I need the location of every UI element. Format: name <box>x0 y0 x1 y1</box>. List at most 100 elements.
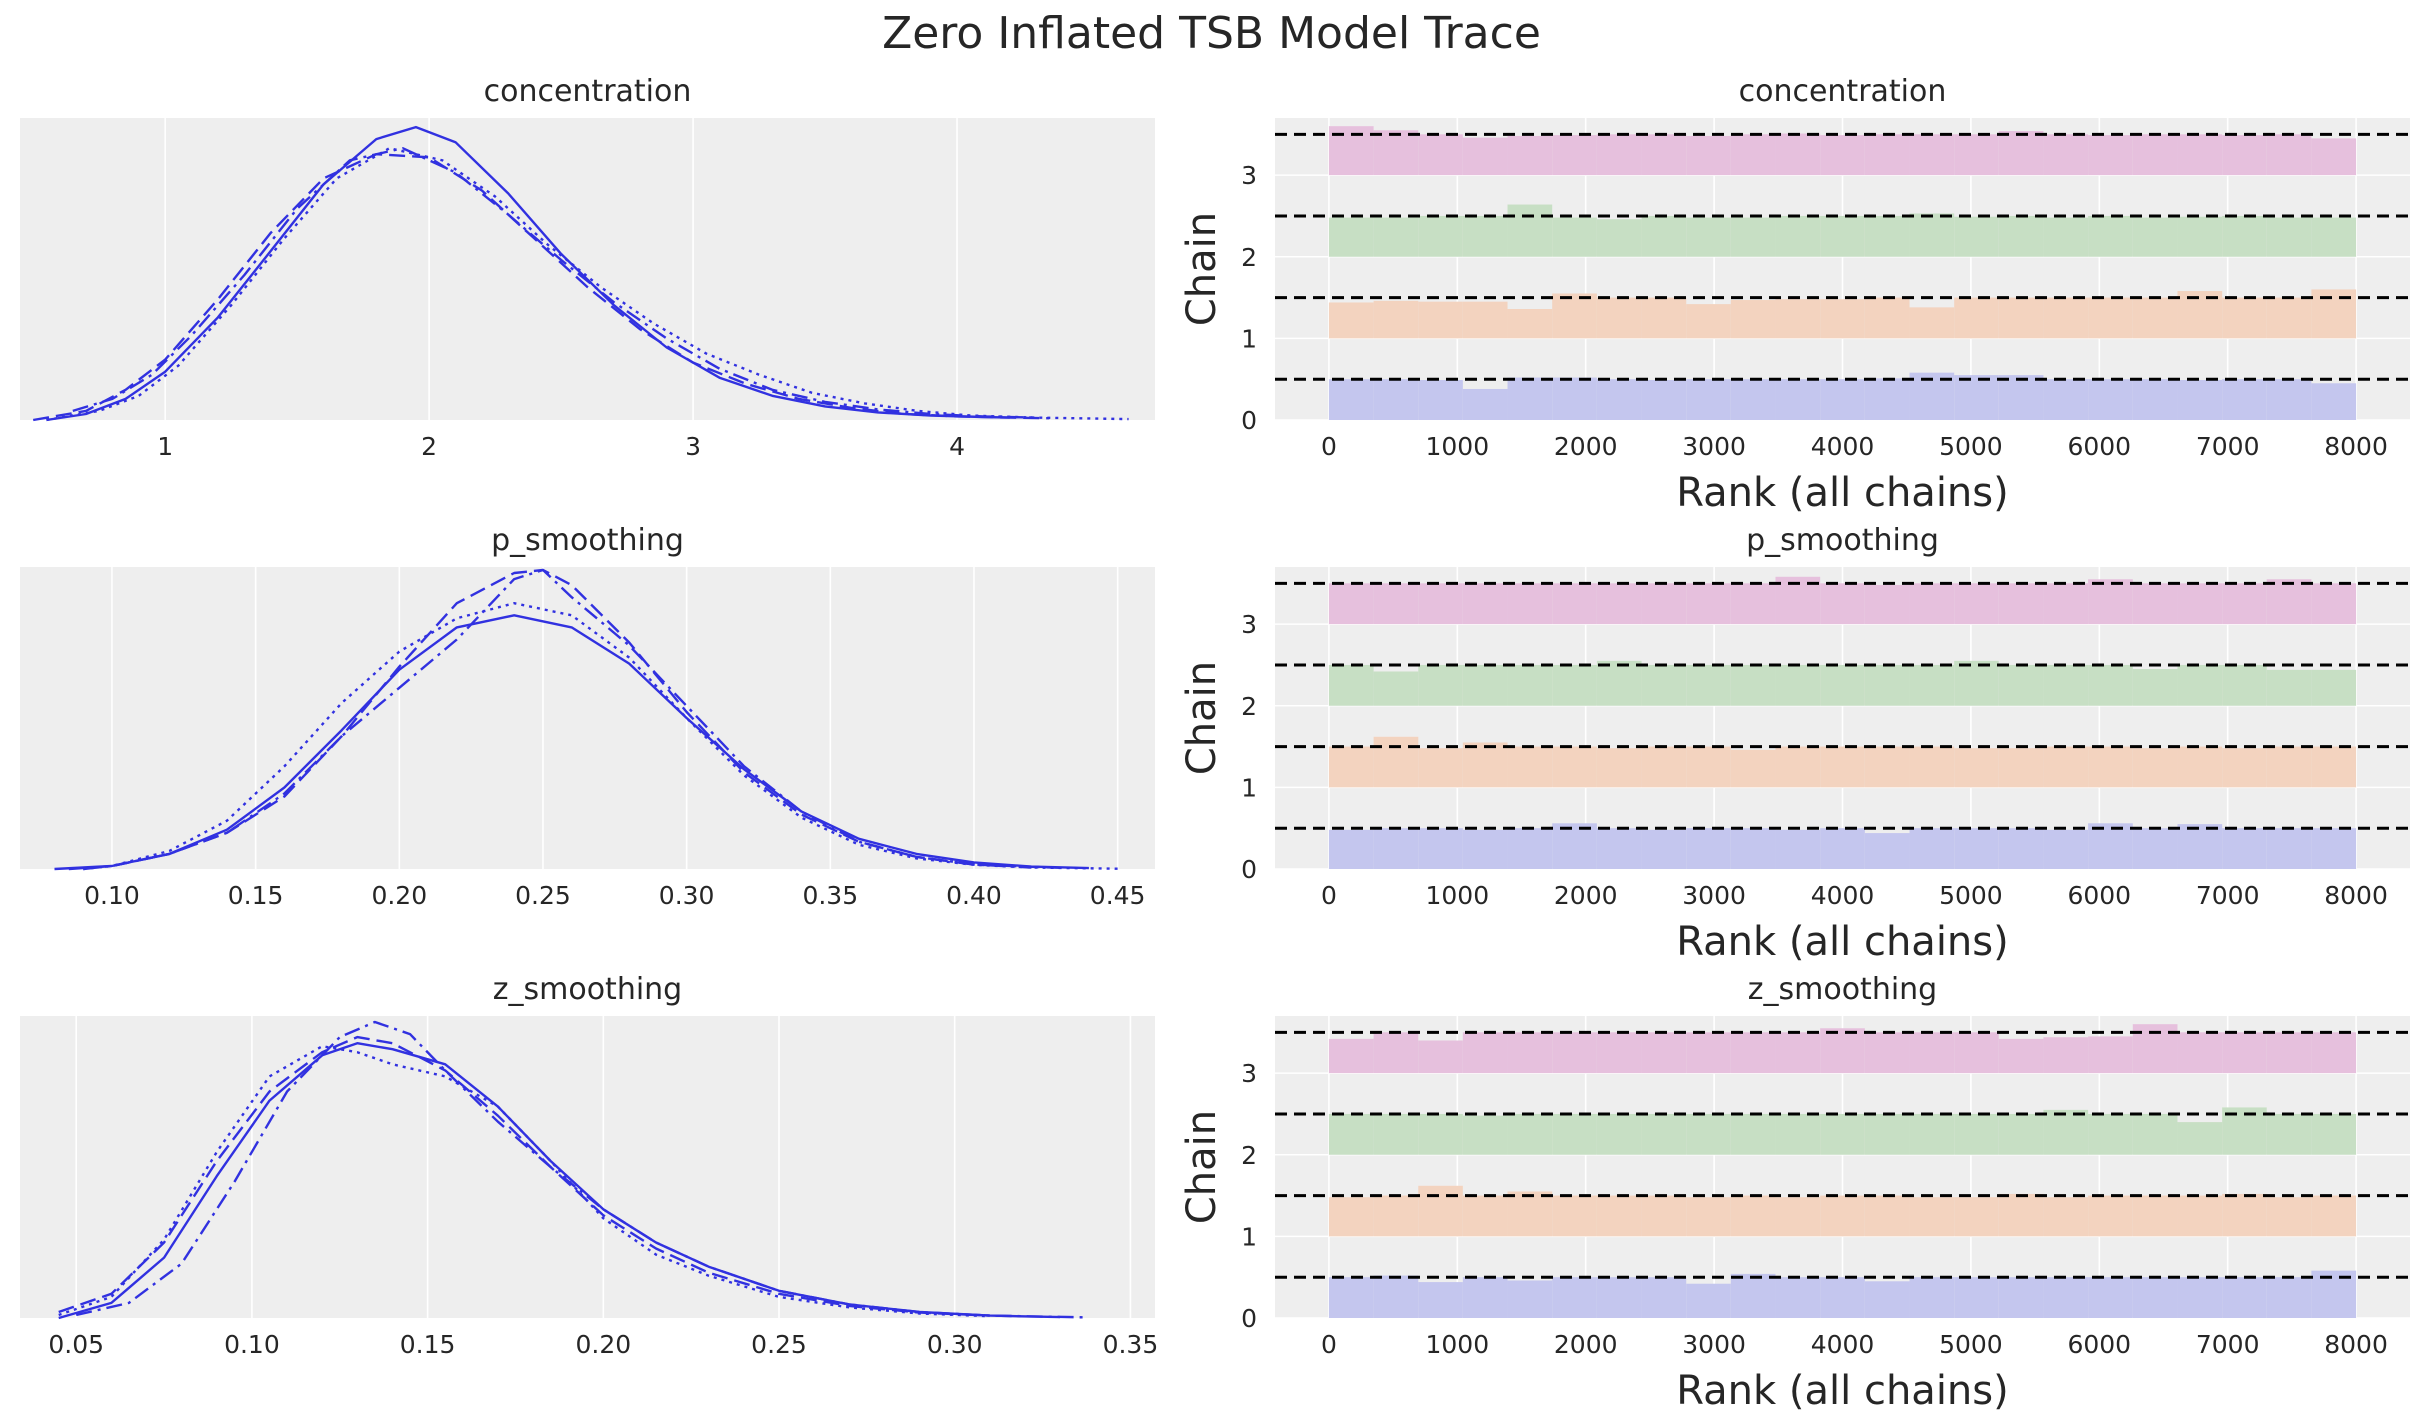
rank-bar-chain-0 <box>2132 828 2178 869</box>
x-tick-label: 5000 <box>1939 881 2003 910</box>
kde-line-dashdot <box>72 146 1037 419</box>
rank-bar-chain-2 <box>2088 1113 2133 1155</box>
rank-bar-chain-1 <box>1418 748 1463 788</box>
x-tick-label: 8000 <box>2324 1330 2388 1359</box>
rank-bar-chain-0 <box>1552 1277 1597 1318</box>
rank-bar-chain-3 <box>1909 1032 1955 1074</box>
rank-bar-chain-2 <box>1686 1113 1731 1155</box>
rank-bar-chain-0 <box>1507 377 1553 420</box>
rank-bar-chain-1 <box>1373 1195 1419 1237</box>
rank-bar-chain-0 <box>1373 828 1419 869</box>
rank-bar-chain-2 <box>1373 217 1419 257</box>
x-tick-label: 0.30 <box>659 881 715 910</box>
subplot-bar-3 <box>1275 567 2410 870</box>
rank-bar-chain-3 <box>1596 1032 1642 1074</box>
rank-bar-chain-0 <box>1864 833 1910 869</box>
rank-bar-chain-0 <box>1462 829 1508 869</box>
rank-bar-chain-0 <box>1328 1277 1374 1318</box>
rank-bar-chain-3 <box>2311 1032 2357 1074</box>
rank-bar-chain-0 <box>1418 380 1463 420</box>
rank-bar-chain-0 <box>1954 375 1999 420</box>
rank-bar-chain-0 <box>1730 379 1776 420</box>
rank-bar-chain-0 <box>1998 375 2044 420</box>
rank-bar-chain-2 <box>1596 1113 1642 1155</box>
rank-bar-chain-1 <box>1909 746 1955 788</box>
rank-bar-chain-2 <box>1552 217 1597 257</box>
rank-bar-chain-3 <box>1820 135 1865 176</box>
rank-bar-chain-0 <box>2043 1277 2089 1318</box>
rank-bar-chain-2 <box>2222 664 2267 706</box>
rank-bar-chain-0 <box>1775 829 1821 869</box>
rank-bar-chain-3 <box>1328 583 1374 625</box>
rank-bar-chain-0 <box>2266 828 2312 869</box>
rank-bar-chain-0 <box>1686 379 1731 420</box>
rank-bar-chain-1 <box>1954 1197 1999 1237</box>
plot-area <box>20 1016 1155 1318</box>
rank-bar-chain-0 <box>1909 828 1955 869</box>
rank-bar-chain-2 <box>1954 1113 1999 1155</box>
rank-bar-chain-0 <box>2266 1277 2312 1318</box>
rank-bar-chain-2 <box>1596 219 1642 257</box>
x-tick-label: 7000 <box>2196 432 2260 461</box>
x-tick-label: 0.45 <box>1090 881 1146 910</box>
rank-bar-chain-0 <box>1998 1277 2044 1318</box>
rank-bar-chain-0 <box>1596 828 1642 869</box>
rank-bar-chain-0 <box>1864 1281 1910 1318</box>
rank-bar-chain-1 <box>2088 297 2133 339</box>
rank-bar-chain-3 <box>1552 135 1597 176</box>
x-tick-label: 0 <box>1321 1330 1337 1359</box>
x-tick-label: 0.35 <box>1103 1330 1159 1359</box>
rank-bar-chain-3 <box>2222 583 2267 625</box>
y-tick-label: 3 <box>1241 161 1257 190</box>
rank-bar-chain-3 <box>1507 583 1553 625</box>
rank-bar-chain-0 <box>2222 1277 2267 1318</box>
rank-bar-chain-1 <box>2222 748 2267 788</box>
rank-bar-chain-0 <box>1641 380 1687 420</box>
subplot-title: z_smoothing <box>1748 972 1937 1007</box>
rank-bar-chain-2 <box>2088 664 2133 706</box>
rank-bar-chain-2 <box>1730 217 1776 257</box>
x-axis-label: Rank (all chains) <box>1676 919 2008 965</box>
rank-bar-chain-3 <box>2266 134 2312 176</box>
rank-bar-chain-0 <box>2043 829 2089 869</box>
x-tick-label: 0.10 <box>224 1330 280 1359</box>
rank-bar-chain-1 <box>1909 1197 1955 1237</box>
rank-bar-chain-0 <box>1775 1277 1821 1318</box>
rank-bar-chain-3 <box>2177 583 2223 625</box>
rank-bar-chain-0 <box>2222 379 2267 420</box>
rank-bar-chain-2 <box>1864 1113 1910 1155</box>
x-tick-label: 0.10 <box>84 881 140 910</box>
rank-bar-chain-0 <box>2266 379 2312 420</box>
rank-bar-chain-0 <box>1954 828 1999 869</box>
rank-bar-chain-1 <box>1596 748 1642 788</box>
subplot-title: z_smoothing <box>493 972 682 1007</box>
rank-bar-chain-1 <box>2043 1197 2089 1237</box>
x-tick-label: 0 <box>1321 881 1337 910</box>
x-tick-label: 0.25 <box>515 881 571 910</box>
rank-bar-chain-2 <box>1909 213 1955 257</box>
rank-bar-chain-1 <box>1730 300 1776 339</box>
rank-bar-chain-2 <box>2177 1122 2223 1155</box>
rank-bar-chain-3 <box>1507 135 1553 176</box>
rank-bar-chain-1 <box>1596 1195 1642 1237</box>
rank-bar-chain-1 <box>1954 297 1999 339</box>
rank-bar-chain-1 <box>2043 746 2089 788</box>
rank-bar-chain-1 <box>1820 1195 1865 1237</box>
rank-bar-chain-1 <box>2311 746 2357 788</box>
rank-bar-chain-3 <box>1998 131 2044 176</box>
rank-bar-chain-0 <box>2177 380 2223 420</box>
rank-bar-chain-3 <box>2132 583 2178 625</box>
rank-bar-chain-2 <box>2266 1113 2312 1155</box>
rank-bar-chain-1 <box>2266 746 2312 788</box>
kde-line-solid <box>54 614 1089 871</box>
subplot-title: concentration <box>484 74 692 109</box>
rank-bar-chain-1 <box>2132 297 2178 339</box>
rank-bar-chain-3 <box>1686 135 1731 176</box>
rank-bar-chain-2 <box>2177 216 2223 257</box>
x-tick-label: 0.20 <box>575 1330 631 1359</box>
rank-bar-chain-2 <box>1328 664 1374 706</box>
rank-bar-chain-0 <box>2132 1277 2178 1318</box>
subplot-line-4 <box>20 1016 1155 1320</box>
rank-bar-chain-3 <box>2043 583 2089 625</box>
rank-bar-chain-1 <box>1641 746 1687 788</box>
